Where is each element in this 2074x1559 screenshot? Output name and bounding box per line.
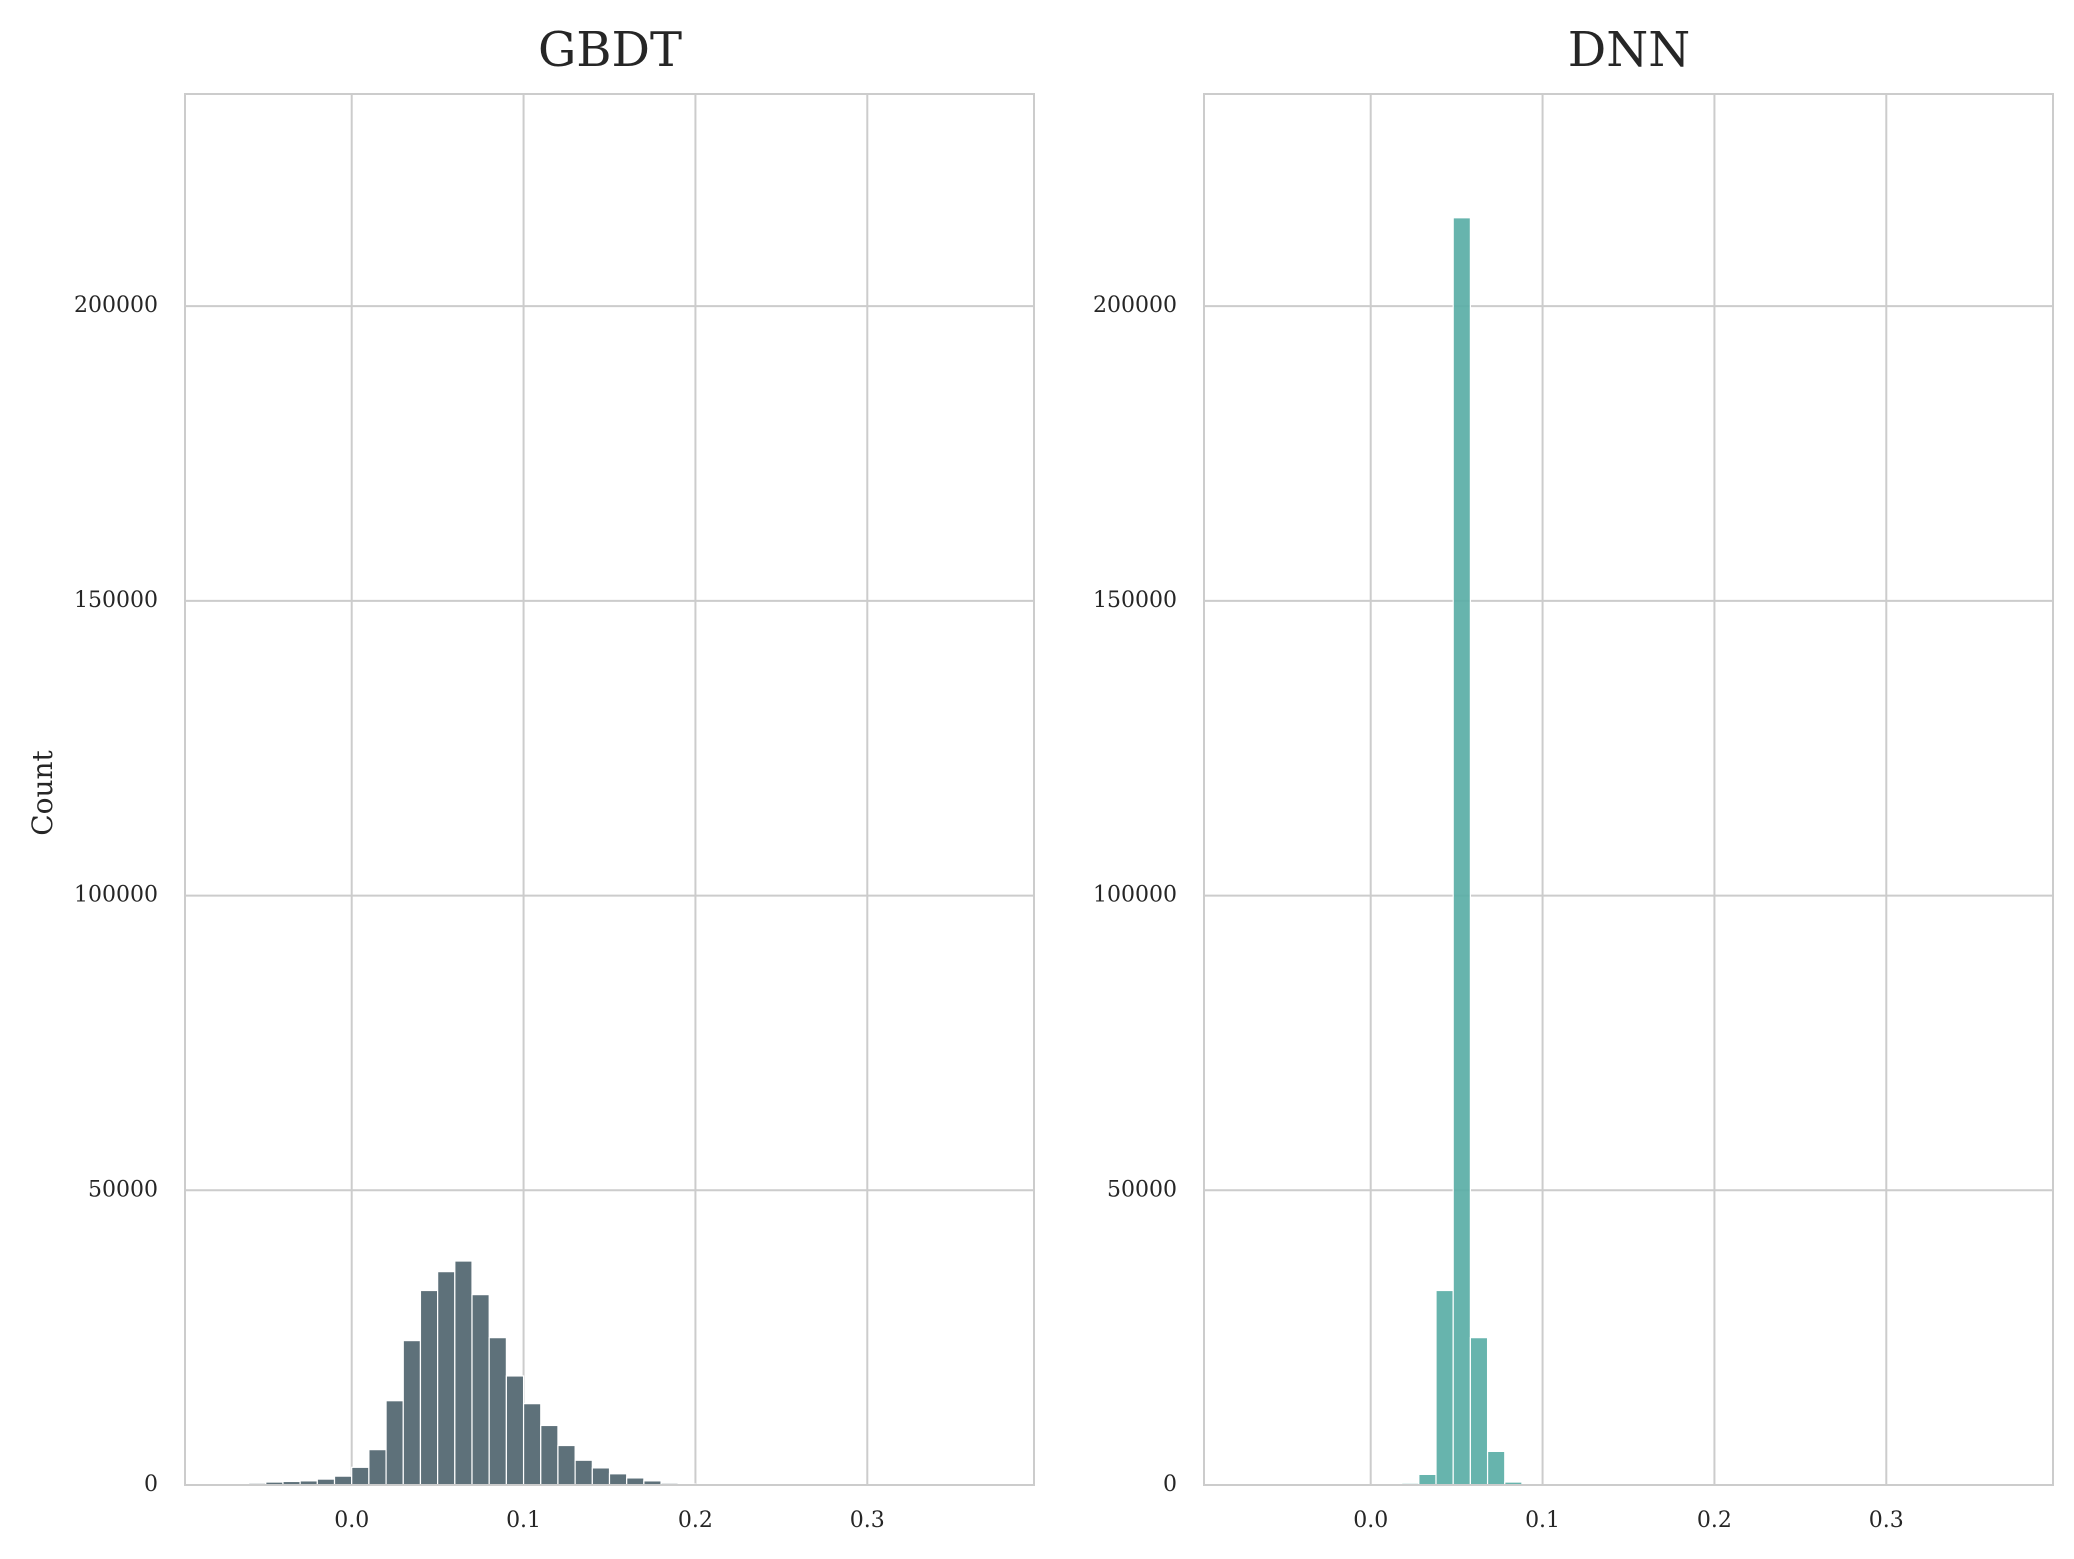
gbdt-histogram-bar bbox=[574, 1459, 593, 1486]
gbdt-y-tick-labels: 0 50000 100000 150000 200000 bbox=[74, 293, 158, 1497]
dnn-histogram-bar bbox=[1469, 1337, 1489, 1486]
gbdt-x-tick-label: 0.3 bbox=[850, 1508, 885, 1533]
dnn-bars bbox=[1401, 217, 1540, 1486]
dnn-y-tick-label: 200000 bbox=[1093, 293, 1177, 318]
gbdt-bars bbox=[247, 1260, 748, 1486]
dnn-histogram-bar bbox=[1418, 1473, 1437, 1486]
dnn-x-tick-label: 0.0 bbox=[1353, 1508, 1388, 1533]
gbdt-y-tick-label: 100000 bbox=[74, 883, 158, 908]
gbdt-x-tick-label: 0.1 bbox=[506, 1508, 541, 1533]
gbdt-histogram-bar bbox=[368, 1449, 387, 1486]
gbdt-y-tick-label: 0 bbox=[144, 1472, 158, 1497]
dnn-histogram-bar bbox=[1435, 1289, 1454, 1486]
gbdt-histogram-bar bbox=[419, 1289, 439, 1486]
gbdt-histogram-bar bbox=[557, 1444, 576, 1486]
gbdt-histogram-bar bbox=[333, 1475, 353, 1486]
gbdt-panel: GBDT Count 0.0 0.1 0.2 0.3 0 50000 100000 1500… bbox=[26, 22, 1035, 1533]
dnn-plot-frame bbox=[1203, 93, 2054, 1486]
dnn-x-tick-label: 0.1 bbox=[1525, 1508, 1560, 1533]
gbdt-histogram-bar bbox=[488, 1337, 507, 1486]
gbdt-panel-title: GBDT bbox=[538, 22, 682, 78]
dnn-histogram-bar bbox=[1486, 1450, 1506, 1486]
gbdt-grid bbox=[185, 94, 1034, 1486]
dnn-y-tick-labels: 0 50000 100000 150000 200000 bbox=[1093, 293, 1177, 1497]
dnn-grid bbox=[1204, 94, 2053, 1486]
dnn-x-tick-label: 0.2 bbox=[1697, 1508, 1732, 1533]
gbdt-histogram-bar bbox=[540, 1424, 559, 1486]
gbdt-y-axis-label: Count bbox=[26, 749, 59, 835]
gbdt-x-tick-label: 0.2 bbox=[678, 1508, 713, 1533]
gbdt-histogram-bar bbox=[591, 1467, 611, 1486]
dnn-panel: DNN 0.0 0.1 0.2 0.3 0 50000 100000 150000 20000… bbox=[1093, 22, 2054, 1533]
gbdt-histogram-bar bbox=[437, 1271, 456, 1486]
gbdt-histogram-bar bbox=[626, 1477, 645, 1486]
dnn-y-tick-label: 0 bbox=[1163, 1472, 1177, 1497]
gbdt-y-tick-label: 200000 bbox=[74, 293, 158, 318]
gbdt-histogram-bar bbox=[471, 1294, 490, 1486]
gbdt-plot-frame bbox=[184, 93, 1035, 1486]
dnn-x-tick-label: 0.3 bbox=[1869, 1508, 1904, 1533]
gbdt-histogram-bar bbox=[454, 1260, 473, 1486]
gbdt-histogram-bar bbox=[522, 1403, 542, 1486]
gbdt-histogram-bar bbox=[351, 1466, 370, 1486]
gbdt-histogram-bar bbox=[505, 1375, 525, 1486]
gbdt-histogram-bar bbox=[402, 1339, 422, 1486]
gbdt-histogram-bar bbox=[385, 1400, 404, 1486]
dnn-y-tick-label: 100000 bbox=[1093, 883, 1177, 908]
dnn-panel-title: DNN bbox=[1568, 22, 1690, 78]
dnn-y-tick-label: 150000 bbox=[1093, 588, 1177, 613]
dnn-x-tick-labels: 0.0 0.1 0.2 0.3 bbox=[1353, 1508, 1904, 1533]
gbdt-histogram-bar bbox=[608, 1473, 628, 1486]
dnn-y-tick-label: 50000 bbox=[1107, 1177, 1177, 1202]
dnn-histogram-bar bbox=[1452, 217, 1471, 1486]
gbdt-y-tick-label: 50000 bbox=[88, 1177, 158, 1202]
gbdt-y-tick-label: 150000 bbox=[74, 588, 158, 613]
gbdt-x-tick-label: 0.0 bbox=[334, 1508, 369, 1533]
gbdt-x-tick-labels: 0.0 0.1 0.2 0.3 bbox=[334, 1508, 885, 1533]
